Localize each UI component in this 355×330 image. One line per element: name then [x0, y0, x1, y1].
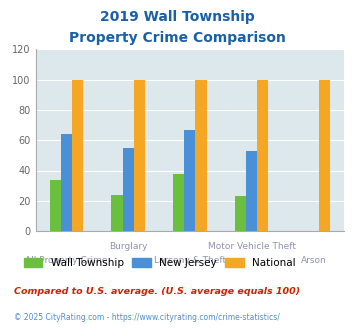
Bar: [184, 130, 196, 231]
Bar: [173, 174, 184, 231]
Bar: [50, 180, 61, 231]
Bar: [133, 80, 145, 231]
Bar: [257, 80, 268, 231]
Text: Compared to U.S. average. (U.S. average equals 100): Compared to U.S. average. (U.S. average …: [14, 287, 300, 296]
Text: Burglary: Burglary: [109, 242, 147, 251]
Text: Motor Vehicle Theft: Motor Vehicle Theft: [208, 242, 296, 251]
Text: Arson: Arson: [301, 256, 327, 265]
Text: © 2025 CityRating.com - https://www.cityrating.com/crime-statistics/: © 2025 CityRating.com - https://www.city…: [14, 314, 280, 322]
Text: Larceny & Theft: Larceny & Theft: [154, 256, 226, 265]
Text: 2019 Wall Township: 2019 Wall Township: [100, 10, 255, 24]
Bar: [72, 80, 83, 231]
Bar: [196, 80, 207, 231]
Text: Property Crime Comparison: Property Crime Comparison: [69, 31, 286, 45]
Legend: Wall Township, New Jersey, National: Wall Township, New Jersey, National: [20, 253, 300, 272]
Bar: [246, 151, 257, 231]
Bar: [319, 80, 330, 231]
Bar: [235, 196, 246, 231]
Bar: [122, 148, 133, 231]
Text: All Property Crime: All Property Crime: [25, 256, 108, 265]
Bar: [111, 195, 122, 231]
Bar: [61, 134, 72, 231]
